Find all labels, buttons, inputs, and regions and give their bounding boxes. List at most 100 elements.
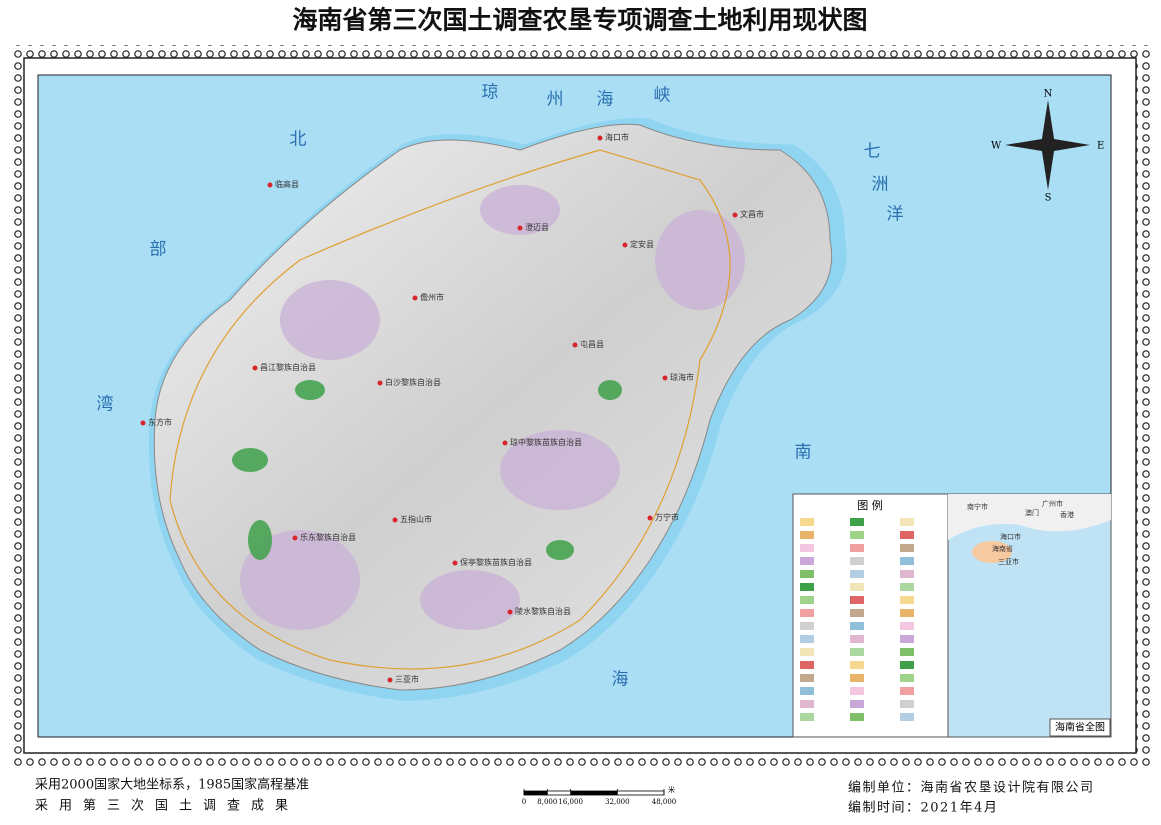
scale-tick-label: 8,000	[537, 798, 557, 806]
compass-e: E	[1097, 141, 1104, 152]
inset-label: 海南省	[992, 544, 1013, 553]
legend-swatch	[900, 687, 914, 695]
legend-swatch	[900, 713, 914, 721]
place-label: 东方市	[148, 417, 172, 427]
legend-swatch	[900, 570, 914, 578]
place-marker	[140, 420, 146, 426]
place-marker	[387, 677, 393, 683]
legend-swatch	[850, 531, 864, 539]
legend-swatch	[900, 518, 914, 526]
place-label: 临高县	[275, 179, 299, 189]
place-marker	[622, 242, 628, 248]
footer-left-1: 采用2000国家大地坐标系，1985国家高程基准	[35, 777, 309, 793]
inset-label: 香港	[1060, 510, 1074, 519]
legend-swatch	[850, 700, 864, 708]
inset-label: 澳门	[1025, 508, 1039, 517]
legend-swatch	[800, 661, 814, 669]
legend-swatch	[800, 622, 814, 630]
inset-title: 海南省全图	[1055, 721, 1105, 734]
legend-swatch	[800, 687, 814, 695]
legend-swatch	[900, 583, 914, 591]
legend-swatch	[800, 557, 814, 565]
place-marker	[572, 342, 578, 348]
legend-swatch	[800, 570, 814, 578]
legend-swatch	[850, 661, 864, 669]
footer-right-2: 编制时间：2021年4月	[848, 801, 998, 816]
sea-label: 海	[612, 670, 629, 690]
legend-swatch	[900, 648, 914, 656]
place-label: 定安县	[630, 239, 654, 249]
sea-label: 洲	[872, 175, 889, 195]
place-marker	[732, 212, 738, 218]
legend-swatch	[900, 544, 914, 552]
sea-label: 北	[290, 130, 307, 150]
place-label: 五指山市	[400, 514, 432, 524]
legend-swatch	[800, 531, 814, 539]
place-marker	[597, 135, 603, 141]
inset-hainan	[972, 541, 1012, 563]
place-label: 琼中黎族苗族自治县	[510, 437, 582, 447]
map-title: 海南省第三次国土调查农垦专项调查土地利用现状图	[292, 6, 867, 35]
legend-title: 图 例	[857, 498, 883, 512]
inset-label: 南宁市	[967, 502, 988, 511]
place-label: 白沙黎族自治县	[385, 377, 441, 387]
legend-swatch	[900, 661, 914, 669]
legend-swatch	[850, 674, 864, 682]
legend-swatch	[850, 635, 864, 643]
legend-swatch	[800, 544, 814, 552]
place-label: 昌江黎族自治县	[260, 362, 316, 372]
legend-swatch	[800, 518, 814, 526]
place-marker	[267, 182, 273, 188]
legend-swatch	[800, 648, 814, 656]
sea-label: 湾	[97, 395, 114, 415]
legend-swatch	[850, 544, 864, 552]
place-marker	[647, 515, 653, 521]
footer-left-2: 采用第三次国土调查成果	[35, 798, 299, 814]
compass-n: N	[1044, 89, 1053, 100]
sea-label: 南	[795, 443, 812, 463]
legend-swatch	[800, 583, 814, 591]
inset-title-box	[1049, 718, 1111, 737]
scale-bar-segment	[570, 791, 618, 795]
inset-label: 海口市	[1000, 532, 1021, 541]
expressway	[169, 149, 731, 670]
inset-label: 三亚市	[998, 557, 1019, 566]
compass-s: S	[1045, 193, 1052, 204]
place-label: 儋州市	[420, 292, 444, 302]
place-label: 海口市	[605, 132, 629, 142]
compass-w: W	[991, 141, 1002, 152]
place-label: 乐东黎族自治县	[300, 532, 356, 542]
place-marker	[662, 375, 668, 381]
footer-right-1: 编制单位：海南省农垦设计院有限公司	[848, 780, 1095, 796]
legend-swatch	[800, 674, 814, 682]
sea-label: 洋	[887, 205, 904, 225]
inset-mainland	[948, 494, 1111, 540]
legend-swatch	[850, 570, 864, 578]
scale-tick-label: 0	[522, 798, 526, 806]
place-label: 文昌市	[740, 209, 764, 219]
compass: N E S W	[991, 89, 1104, 204]
legend-swatch	[850, 622, 864, 630]
place-marker	[252, 365, 258, 371]
legend-box	[792, 493, 949, 738]
scale-tick-label: 48,000	[652, 798, 677, 806]
legend-swatch	[850, 687, 864, 695]
legend-swatch	[900, 700, 914, 708]
place-marker	[452, 560, 458, 566]
legend-swatch	[800, 609, 814, 617]
legend-swatch	[800, 635, 814, 643]
place-marker	[517, 225, 523, 231]
scale-bar: 0 8,000 16,000 32,000 48,000 米	[522, 785, 676, 806]
place-marker	[292, 535, 298, 541]
legend-swatch	[850, 596, 864, 604]
legend-swatch	[800, 713, 814, 721]
legend-swatch	[900, 622, 914, 630]
place-marker	[507, 609, 513, 615]
place-marker	[377, 380, 383, 386]
sea-label: 峡	[654, 86, 671, 106]
place-marker	[412, 295, 418, 301]
place-label: 澄迈县	[525, 222, 549, 232]
legend-swatch	[900, 531, 914, 539]
scale-tick-label: 16,000	[558, 798, 583, 806]
